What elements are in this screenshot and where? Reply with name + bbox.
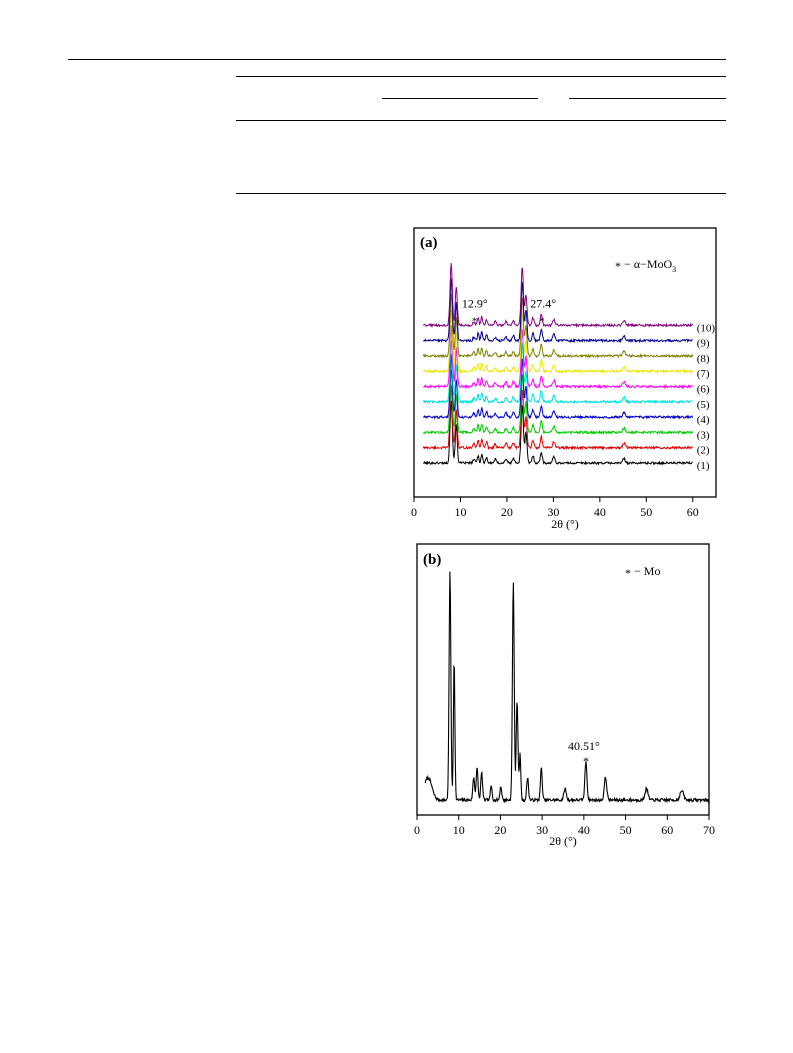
series-line-5 (422, 340, 693, 405)
series-line-1 (422, 400, 693, 466)
series-label-6: (6) (697, 384, 710, 396)
b-x-tick-label: 70 (703, 823, 715, 837)
a-x-tick-label: 0 (411, 505, 417, 519)
series-line-7 (422, 309, 694, 375)
series-line-4 (422, 354, 694, 420)
peak-annotation-b: 40.51° (568, 739, 600, 753)
series-line-10 (422, 263, 694, 329)
x-axis-label-a: 2θ (°) (551, 517, 579, 531)
b-x-tick-label: 20 (494, 823, 506, 837)
legend-marker-a: * (615, 259, 621, 273)
series-line-6 (423, 325, 693, 390)
series-line-b (424, 571, 710, 804)
series-label-9: (9) (697, 338, 710, 350)
series-line-2 (422, 385, 693, 451)
table-bottom-rule (236, 193, 726, 194)
b-x-tick-label: 50 (620, 823, 632, 837)
legend-text-b: − Mo (634, 564, 660, 578)
table-header-rule (236, 120, 726, 121)
peak-annotation-a-2: 27.4° (530, 296, 556, 310)
peak-marker-a-2: * (539, 315, 545, 327)
series-label-4: (4) (697, 414, 710, 426)
header-rule (68, 59, 726, 60)
series-label-10: (10) (697, 322, 716, 334)
b-x-tick-label: 0 (414, 823, 420, 837)
panel-label-b: (b) (423, 552, 441, 568)
series-label-1: (1) (697, 460, 710, 472)
series-label-2: (2) (697, 445, 710, 457)
panel-label-a: (a) (420, 235, 438, 251)
b-x-tick-label: 60 (661, 823, 673, 837)
series-line-9 (423, 278, 693, 344)
table-top-rule (236, 76, 726, 77)
a-x-tick-label: 20 (501, 505, 513, 519)
b-x-tick-label: 10 (453, 823, 465, 837)
peak-marker-a-1: * (472, 315, 478, 327)
a-x-tick-label: 40 (594, 505, 606, 519)
series-label-3: (3) (697, 429, 710, 441)
a-x-tick-label: 30 (547, 505, 559, 519)
xrd-chart-b: 40.51°* 0 10 20 30 40 50 60 70 (b) * − Mo 2θ (°… (414, 543, 715, 848)
b-x-tick-label: 40 (578, 823, 590, 837)
series-line-3 (422, 369, 694, 436)
series-label-7: (7) (697, 368, 710, 380)
column-group-rule-left (382, 98, 538, 99)
peak-annotation-a-1: 12.9° (462, 296, 488, 310)
a-x-tick-label: 10 (454, 505, 466, 519)
a-x-tick-label: 60 (687, 505, 699, 519)
x-axis-label-b: 2θ (°) (549, 834, 577, 848)
peak-marker-b: * (583, 754, 589, 768)
b-x-tick-label: 30 (536, 823, 548, 837)
column-group-rule-right (569, 98, 726, 99)
legend-text-a: − α−MoO3 (624, 257, 676, 274)
series-line-8 (422, 294, 694, 359)
legend-marker-b: * (625, 566, 631, 580)
series-label-5: (5) (697, 399, 710, 411)
xrd-chart-a: (1) (2) (3) (4) (5) (6) (7) (8) (9) (10) 12.9° * 27.… (411, 227, 717, 531)
a-x-tick-label: 50 (640, 505, 652, 519)
series-label-8: (8) (697, 353, 710, 365)
